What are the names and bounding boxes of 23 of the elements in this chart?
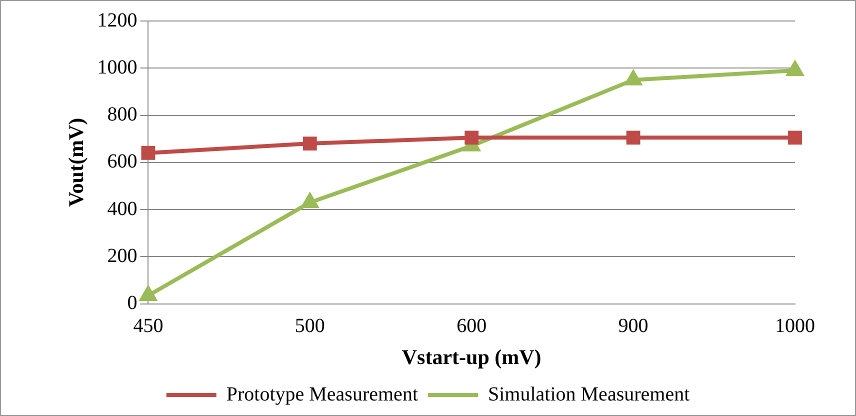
- x-tick-label: 1000: [775, 315, 815, 338]
- point: [626, 130, 640, 145]
- x-tick-label: 450: [133, 315, 164, 338]
- point: [302, 193, 318, 208]
- x-axis-title: Vstart-up (mV): [402, 344, 542, 369]
- point: [302, 136, 317, 150]
- y-tick-label: 600: [107, 150, 138, 173]
- y-tick-label: 0: [127, 292, 138, 314]
- x-tick-label: 600: [456, 315, 487, 338]
- point: [464, 130, 479, 145]
- y-tick-label: 200: [107, 244, 138, 267]
- y-tick-label: 1000: [97, 56, 138, 78]
- y-tick-label: 400: [107, 198, 138, 220]
- x-tick-label: 900: [618, 315, 648, 338]
- point: [141, 146, 156, 160]
- point: [140, 286, 156, 302]
- x-tick-label: 500: [294, 315, 325, 338]
- y-tick-label: 800: [107, 104, 138, 126]
- y-axis-title: Vout(mV): [64, 118, 88, 207]
- legend-label: Simulation Measurement: [488, 383, 690, 406]
- point: [788, 130, 802, 145]
- y-tick-label: 1200: [97, 9, 138, 32]
- legend-label: Prototype Measurement: [226, 383, 418, 406]
